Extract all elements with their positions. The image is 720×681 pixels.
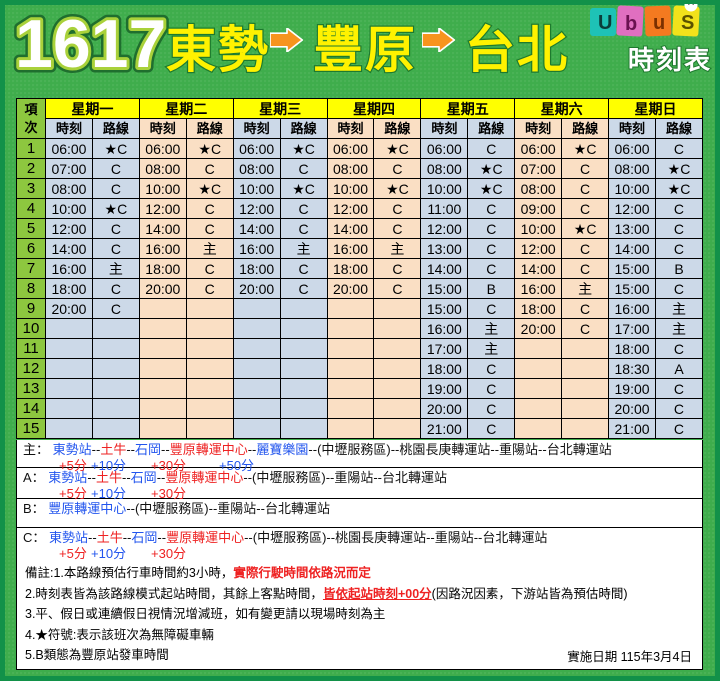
svg-text:u: u [653, 12, 665, 34]
svg-text:U: U [598, 12, 612, 34]
svg-text:1617: 1617 [15, 6, 166, 82]
svg-text:S: S [681, 12, 694, 34]
svg-text:b: b [625, 13, 637, 35]
